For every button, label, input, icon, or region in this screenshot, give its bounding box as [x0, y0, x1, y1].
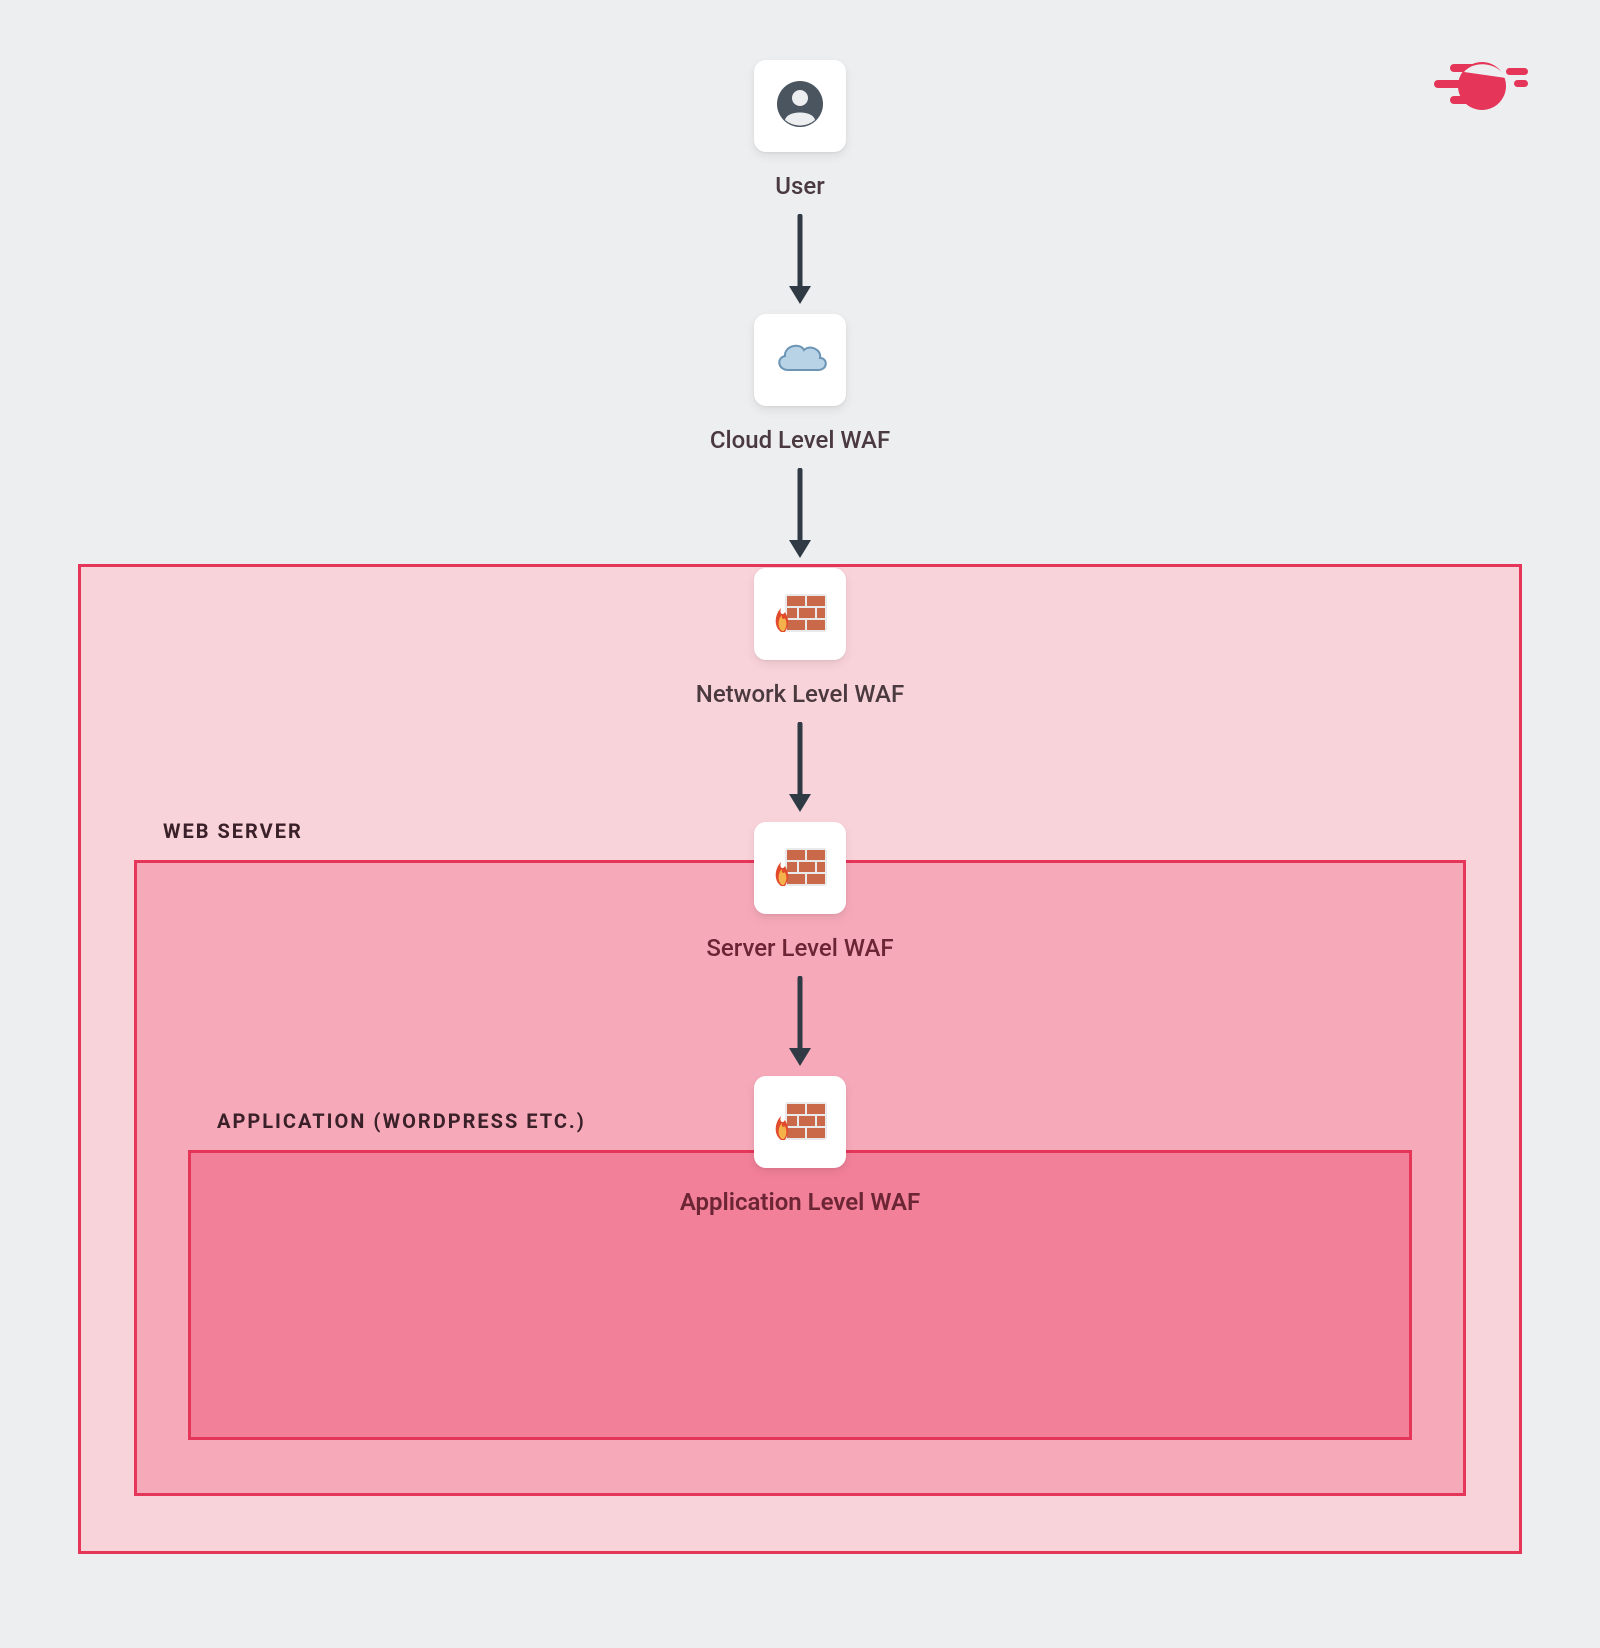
arrow-1	[787, 214, 813, 304]
diagram-canvas: WEB SERVER APPLICATION (WORDPRESS ETC.) …	[0, 0, 1600, 1648]
node-user	[754, 60, 846, 152]
firewall-icon	[771, 588, 829, 640]
node-server-waf	[754, 822, 846, 914]
node-label-cloud: Cloud Level WAF	[710, 426, 890, 454]
cloud-icon	[770, 336, 830, 384]
node-application-waf	[754, 1076, 846, 1168]
arrow-4	[787, 976, 813, 1066]
arrow-2	[787, 468, 813, 558]
firewall-icon	[771, 1096, 829, 1148]
firewall-icon	[771, 842, 829, 894]
flow-stack: User Cloud Level WAF	[0, 60, 1600, 1216]
node-label-network: Network Level WAF	[696, 680, 904, 708]
node-label-user: User	[775, 172, 824, 200]
arrow-3	[787, 722, 813, 812]
node-label-application: Application Level WAF	[680, 1188, 920, 1216]
node-label-server: Server Level WAF	[706, 934, 893, 962]
user-icon	[774, 78, 826, 134]
node-cloud	[754, 314, 846, 406]
node-network-waf	[754, 568, 846, 660]
